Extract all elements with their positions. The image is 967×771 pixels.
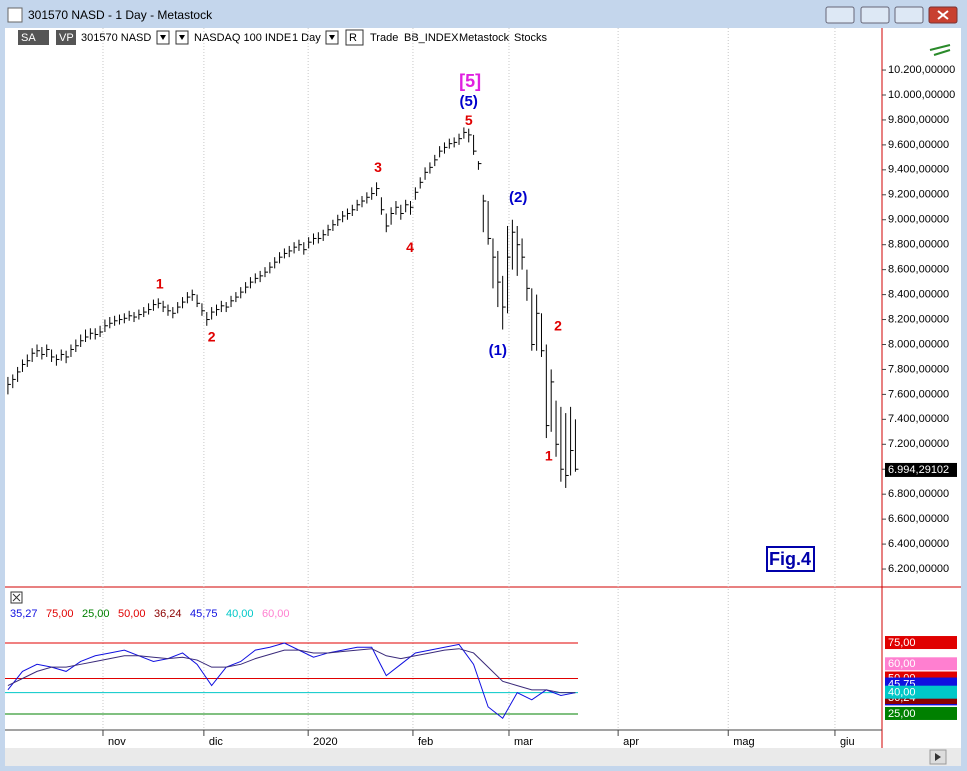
readout-box — [885, 685, 957, 699]
toolbar-label[interactable]: Stocks — [514, 32, 548, 44]
y-tick-label: 8.000,00000 — [888, 338, 949, 350]
legend-entry: 36,24 — [154, 608, 182, 620]
y-tick-label: 9.600,00000 — [888, 139, 949, 151]
readout-label: 40,00 — [888, 687, 916, 699]
y-tick-label: 8.400,00000 — [888, 288, 949, 300]
legend-entry: 25,00 — [82, 608, 110, 620]
y-tick-label: 9.400,00000 — [888, 164, 949, 176]
toolbar-label[interactable]: R — [349, 32, 357, 44]
y-tick-label: 7.200,00000 — [888, 438, 949, 450]
app-icon — [7, 7, 23, 23]
toolbar-button[interactable] — [56, 30, 76, 45]
readout-label: 25,00 — [888, 708, 916, 720]
x-tick-label: mar — [514, 736, 533, 748]
x-tick-label: dic — [209, 736, 224, 748]
readout-label: 75,00 — [888, 637, 916, 649]
wave-label: 4 — [406, 239, 414, 255]
readout-box — [885, 657, 957, 671]
y-tick-label: 9.800,00000 — [888, 114, 949, 126]
toolbar-label[interactable]: 301570 NASD — [81, 32, 151, 44]
y-tick-label: 8.800,00000 — [888, 239, 949, 251]
close-icon — [937, 10, 949, 20]
toolbar-label[interactable]: VP — [59, 32, 74, 44]
maximize-button[interactable] — [894, 6, 924, 24]
indicator-line — [7, 642, 576, 719]
wave-label: 1 — [156, 276, 164, 292]
toolbar-button[interactable] — [18, 30, 49, 45]
chart-area — [5, 28, 961, 748]
restore-button[interactable] — [825, 6, 855, 24]
y-tick-label: 7.600,00000 — [888, 388, 949, 400]
toolbar-label[interactable]: Metastock — [459, 32, 510, 44]
first-bar-icon — [179, 35, 185, 40]
readout-box — [885, 636, 957, 650]
window-title: 301570 NASD - 1 Day - Metastock — [28, 8, 213, 22]
toolbar-label[interactable]: NASDAQ 100 INDE — [194, 32, 291, 44]
readout-label: 60,00 — [888, 658, 916, 670]
wave-label: 1 — [545, 448, 553, 464]
wave-label: 2 — [208, 329, 216, 345]
legend-entry: 40,00 — [226, 608, 254, 620]
y-tick-label: 10.200,00000 — [888, 64, 955, 76]
indicator-line — [7, 648, 576, 694]
y-tick-label: 8.200,00000 — [888, 313, 949, 325]
wave-label: (2) — [509, 189, 527, 206]
legend-entry: 35,27 — [10, 608, 38, 620]
x-tick-label: giu — [840, 736, 855, 748]
wave-label: 5 — [465, 112, 473, 128]
x-tick-label: 2020 — [313, 736, 337, 748]
toolbar-button[interactable] — [345, 29, 364, 46]
panel-close-icon — [12, 593, 21, 602]
legend-entry: 75,00 — [46, 608, 74, 620]
x-tick-label: apr — [623, 736, 639, 748]
figure-badge: Fig.4 — [769, 549, 811, 569]
y-tick-label: 7.400,00000 — [888, 413, 949, 425]
window-buttons[interactable] — [825, 6, 958, 24]
y-tick-label: 9.000,00000 — [888, 214, 949, 226]
x-tick-label: feb — [418, 736, 433, 748]
readout-box — [885, 706, 957, 720]
minimize-button[interactable] — [860, 6, 890, 24]
legend-entry: 45,75 — [190, 608, 218, 620]
legend-entry: 60,00 — [262, 608, 290, 620]
y-tick-label: 6.800,00000 — [888, 488, 949, 500]
y-tick-label: 9.200,00000 — [888, 189, 949, 201]
y-tick-label: 6.200,00000 — [888, 563, 949, 575]
wave-label: (1) — [489, 342, 507, 359]
y-tick-label: 10.000,00000 — [888, 89, 955, 101]
toolbar-label[interactable]: Trade — [370, 32, 398, 44]
toolbar-label[interactable]: BB_INDEX — [404, 32, 459, 44]
wave-label: (5) — [460, 93, 478, 110]
toolbar-label[interactable]: 1 Day — [292, 32, 321, 44]
last-price-box — [885, 462, 957, 477]
toolbar-label[interactable]: SA — [21, 32, 36, 44]
y-tick-label: 6.400,00000 — [888, 538, 949, 550]
y-tick-label: 8.600,00000 — [888, 264, 949, 276]
wave-label: 3 — [374, 159, 382, 175]
last-price-label: 6.994,29102 — [888, 464, 949, 476]
figure-badge-box — [766, 546, 815, 572]
legend-entry: 50,00 — [118, 608, 146, 620]
dropdown-icon — [160, 35, 166, 40]
x-tick-label: nov — [108, 736, 126, 748]
toolbar-icon[interactable] — [929, 44, 951, 56]
scrollbar[interactable] — [5, 748, 961, 766]
y-tick-label: 7.800,00000 — [888, 363, 949, 375]
scroll-arrow — [935, 753, 941, 761]
wave-label: 2 — [554, 318, 562, 334]
y-tick-label: 6.600,00000 — [888, 513, 949, 525]
x-tick-label: mag — [733, 736, 754, 748]
wave-label: [5] — [459, 71, 481, 91]
dropdown-icon — [329, 35, 335, 40]
